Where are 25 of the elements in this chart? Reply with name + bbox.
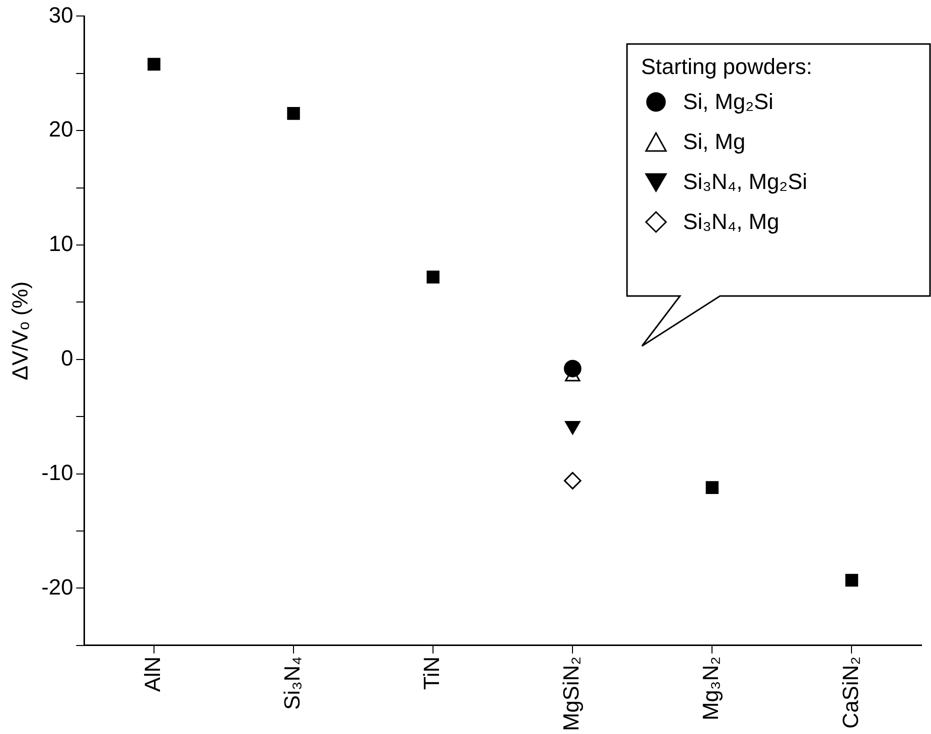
y-tick-label: 10 — [48, 231, 74, 256]
x-tick-label: AlN — [140, 656, 166, 692]
x-tick-label: CaSiN₂ — [838, 656, 863, 729]
legend-label: Si₃N₄, Mg — [683, 209, 780, 235]
x-tick-label: MgSiN₂ — [558, 656, 584, 732]
legend-label: Si₃N₄, Mg₂Si — [683, 169, 808, 195]
point — [706, 481, 719, 494]
y-tick-label: -20 — [41, 574, 74, 600]
y-tick-label: -10 — [41, 460, 74, 485]
x-tick-label: TiN — [419, 656, 444, 690]
legend-label: Si, Mg₂Si — [683, 89, 774, 115]
y-tick-label: 20 — [48, 116, 74, 142]
point — [287, 107, 300, 120]
y-tick-label: 0 — [60, 345, 74, 370]
y-axis-title: ΔV/Vₒ (%) — [7, 281, 32, 380]
point — [564, 360, 582, 378]
x-tick-label: Mg₃N₂ — [698, 656, 724, 720]
point — [845, 574, 858, 587]
x-tick-label: Si₃N₄ — [280, 656, 305, 710]
y-tick-label: 30 — [48, 2, 74, 28]
point — [148, 58, 160, 71]
legend-label: Si, Mg — [683, 129, 746, 155]
point — [426, 270, 440, 284]
point — [564, 472, 582, 490]
legend-title: Starting powders: — [641, 54, 814, 80]
